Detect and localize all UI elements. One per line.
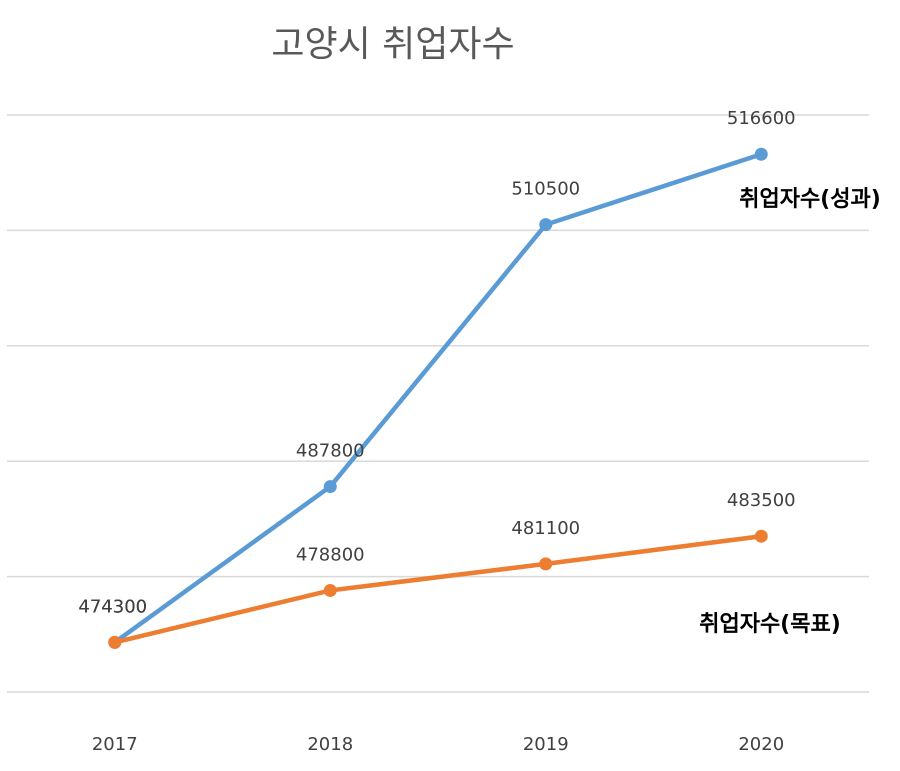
data-point [539, 557, 553, 571]
data-point [754, 147, 768, 161]
x-tick-label: 2020 [738, 734, 784, 755]
data-label: 474300 [78, 596, 147, 617]
data-point [323, 480, 337, 494]
data-point [539, 218, 553, 232]
series-line [113, 152, 762, 645]
data-point [323, 583, 337, 597]
data-label: 474300 [78, 596, 147, 617]
data-label: 516600 [727, 108, 796, 129]
data-label: 487800 [296, 441, 365, 462]
data-label: 483500 [727, 490, 796, 511]
data-point [108, 635, 122, 649]
series-label: 취업자수(목표) [699, 612, 841, 637]
data-label: 481100 [511, 518, 580, 539]
data-label: 510500 [511, 179, 580, 200]
series-line [114, 533, 762, 645]
series-label: 취업자수(성과) [739, 187, 881, 212]
data-label: 478800 [296, 544, 365, 565]
x-tick-label: 2019 [523, 734, 569, 755]
data-point [754, 529, 768, 543]
x-tick-label: 2017 [92, 734, 138, 755]
x-tick-label: 2018 [307, 734, 353, 755]
chart-title: 고양시 취업자수 [271, 24, 514, 65]
